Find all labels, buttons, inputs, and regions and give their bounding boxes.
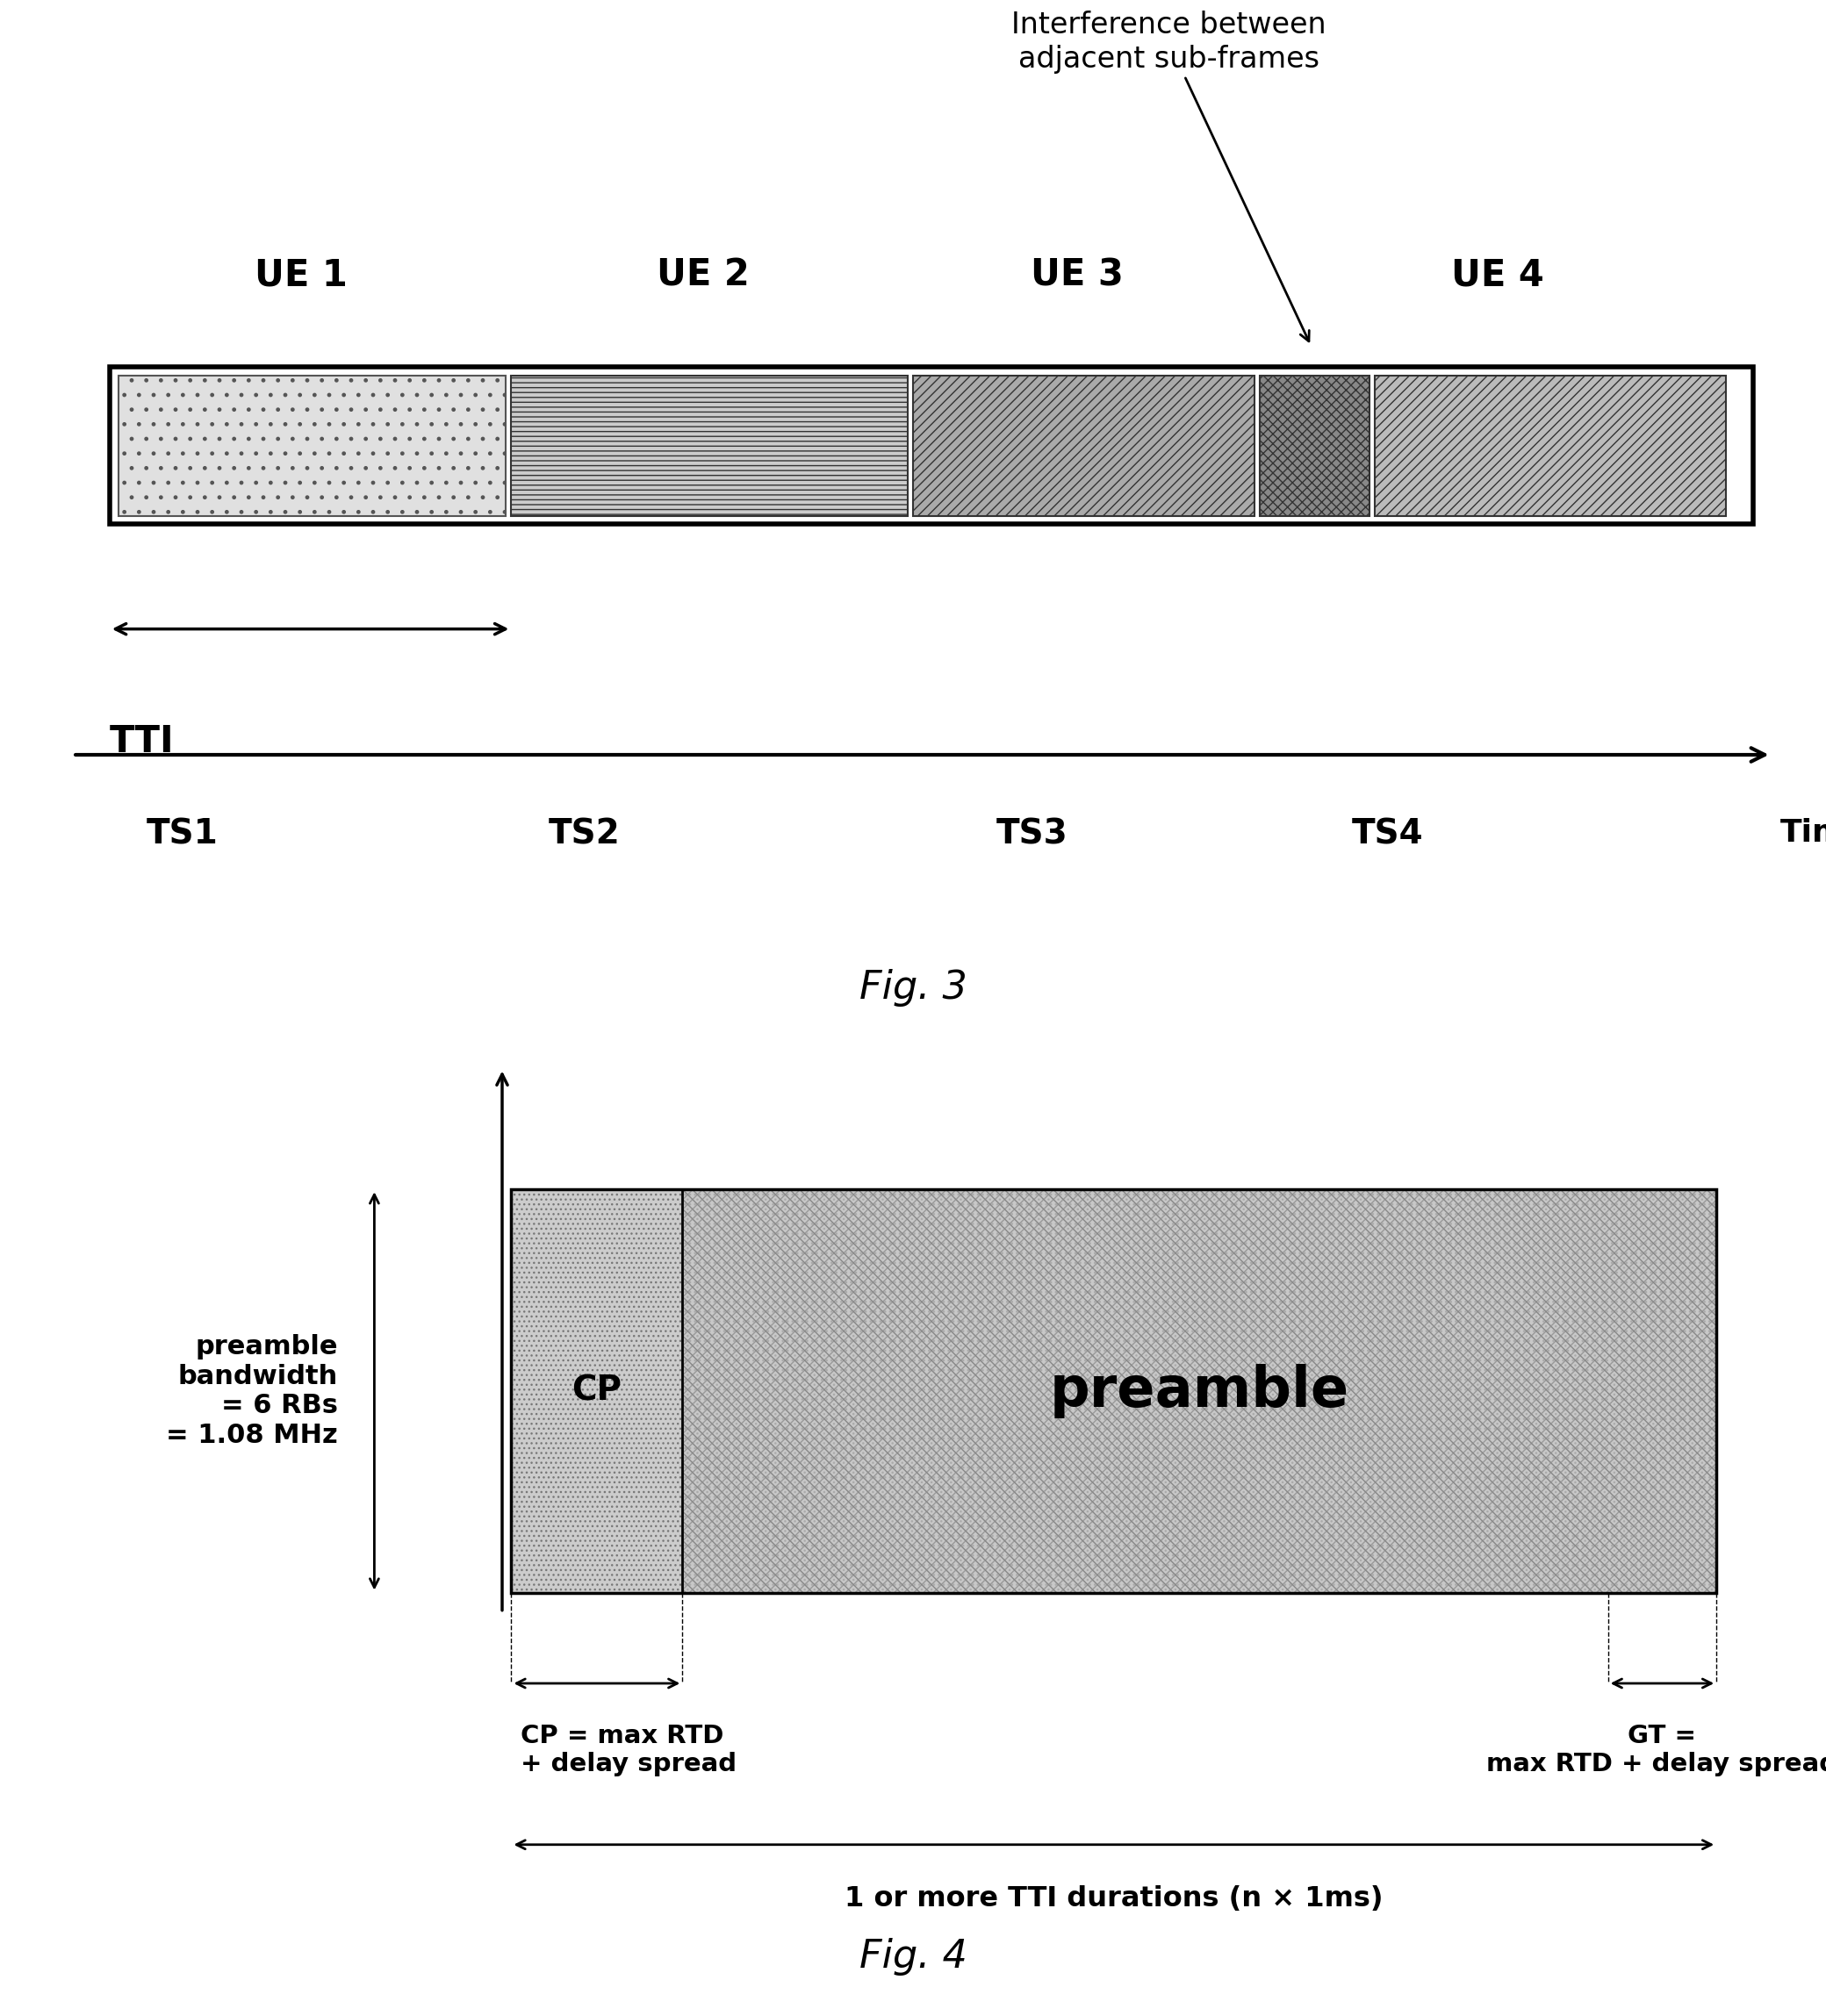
Bar [119,375,506,516]
Bar [683,1189,1716,1593]
Text: Fig. 4: Fig. 4 [858,1937,968,1976]
Text: preamble
bandwidth
= 6 RBs
= 1.08 MHz: preamble bandwidth = 6 RBs = 1.08 MHz [166,1335,338,1447]
Bar [913,375,1254,516]
Bar [1375,375,1726,516]
Text: preamble: preamble [1050,1365,1349,1417]
Bar [511,1189,683,1593]
Bar [683,1189,1716,1593]
Text: TS2: TS2 [548,818,621,851]
Bar [1260,375,1370,516]
Text: UE 3: UE 3 [1032,256,1123,294]
Text: Interference between
adjacent sub-frames: Interference between adjacent sub-frames [1012,10,1326,341]
Text: UE 1: UE 1 [256,256,347,294]
Text: TTI: TTI [110,724,173,760]
Text: TS3: TS3 [995,818,1068,851]
Text: UE 2: UE 2 [657,256,749,294]
Bar [683,1189,1716,1593]
Bar [511,375,908,516]
Text: UE 4: UE 4 [1452,256,1543,294]
Bar [683,1189,1716,1593]
Text: CP: CP [572,1375,623,1407]
Text: TS4: TS4 [1351,818,1424,851]
Text: TS1: TS1 [146,818,219,851]
Bar [110,367,1753,524]
Text: GT =
max RTD + delay spread: GT = max RTD + delay spread [1486,1724,1826,1776]
Text: Time: Time [1780,818,1826,847]
Text: CP = max RTD
+ delay spread: CP = max RTD + delay spread [520,1724,736,1776]
Bar [511,1189,1716,1593]
Text: Fig. 3: Fig. 3 [858,968,968,1006]
Bar [511,1189,683,1593]
Text: 1 or more TTI durations (n × 1ms): 1 or more TTI durations (n × 1ms) [845,1885,1382,1911]
